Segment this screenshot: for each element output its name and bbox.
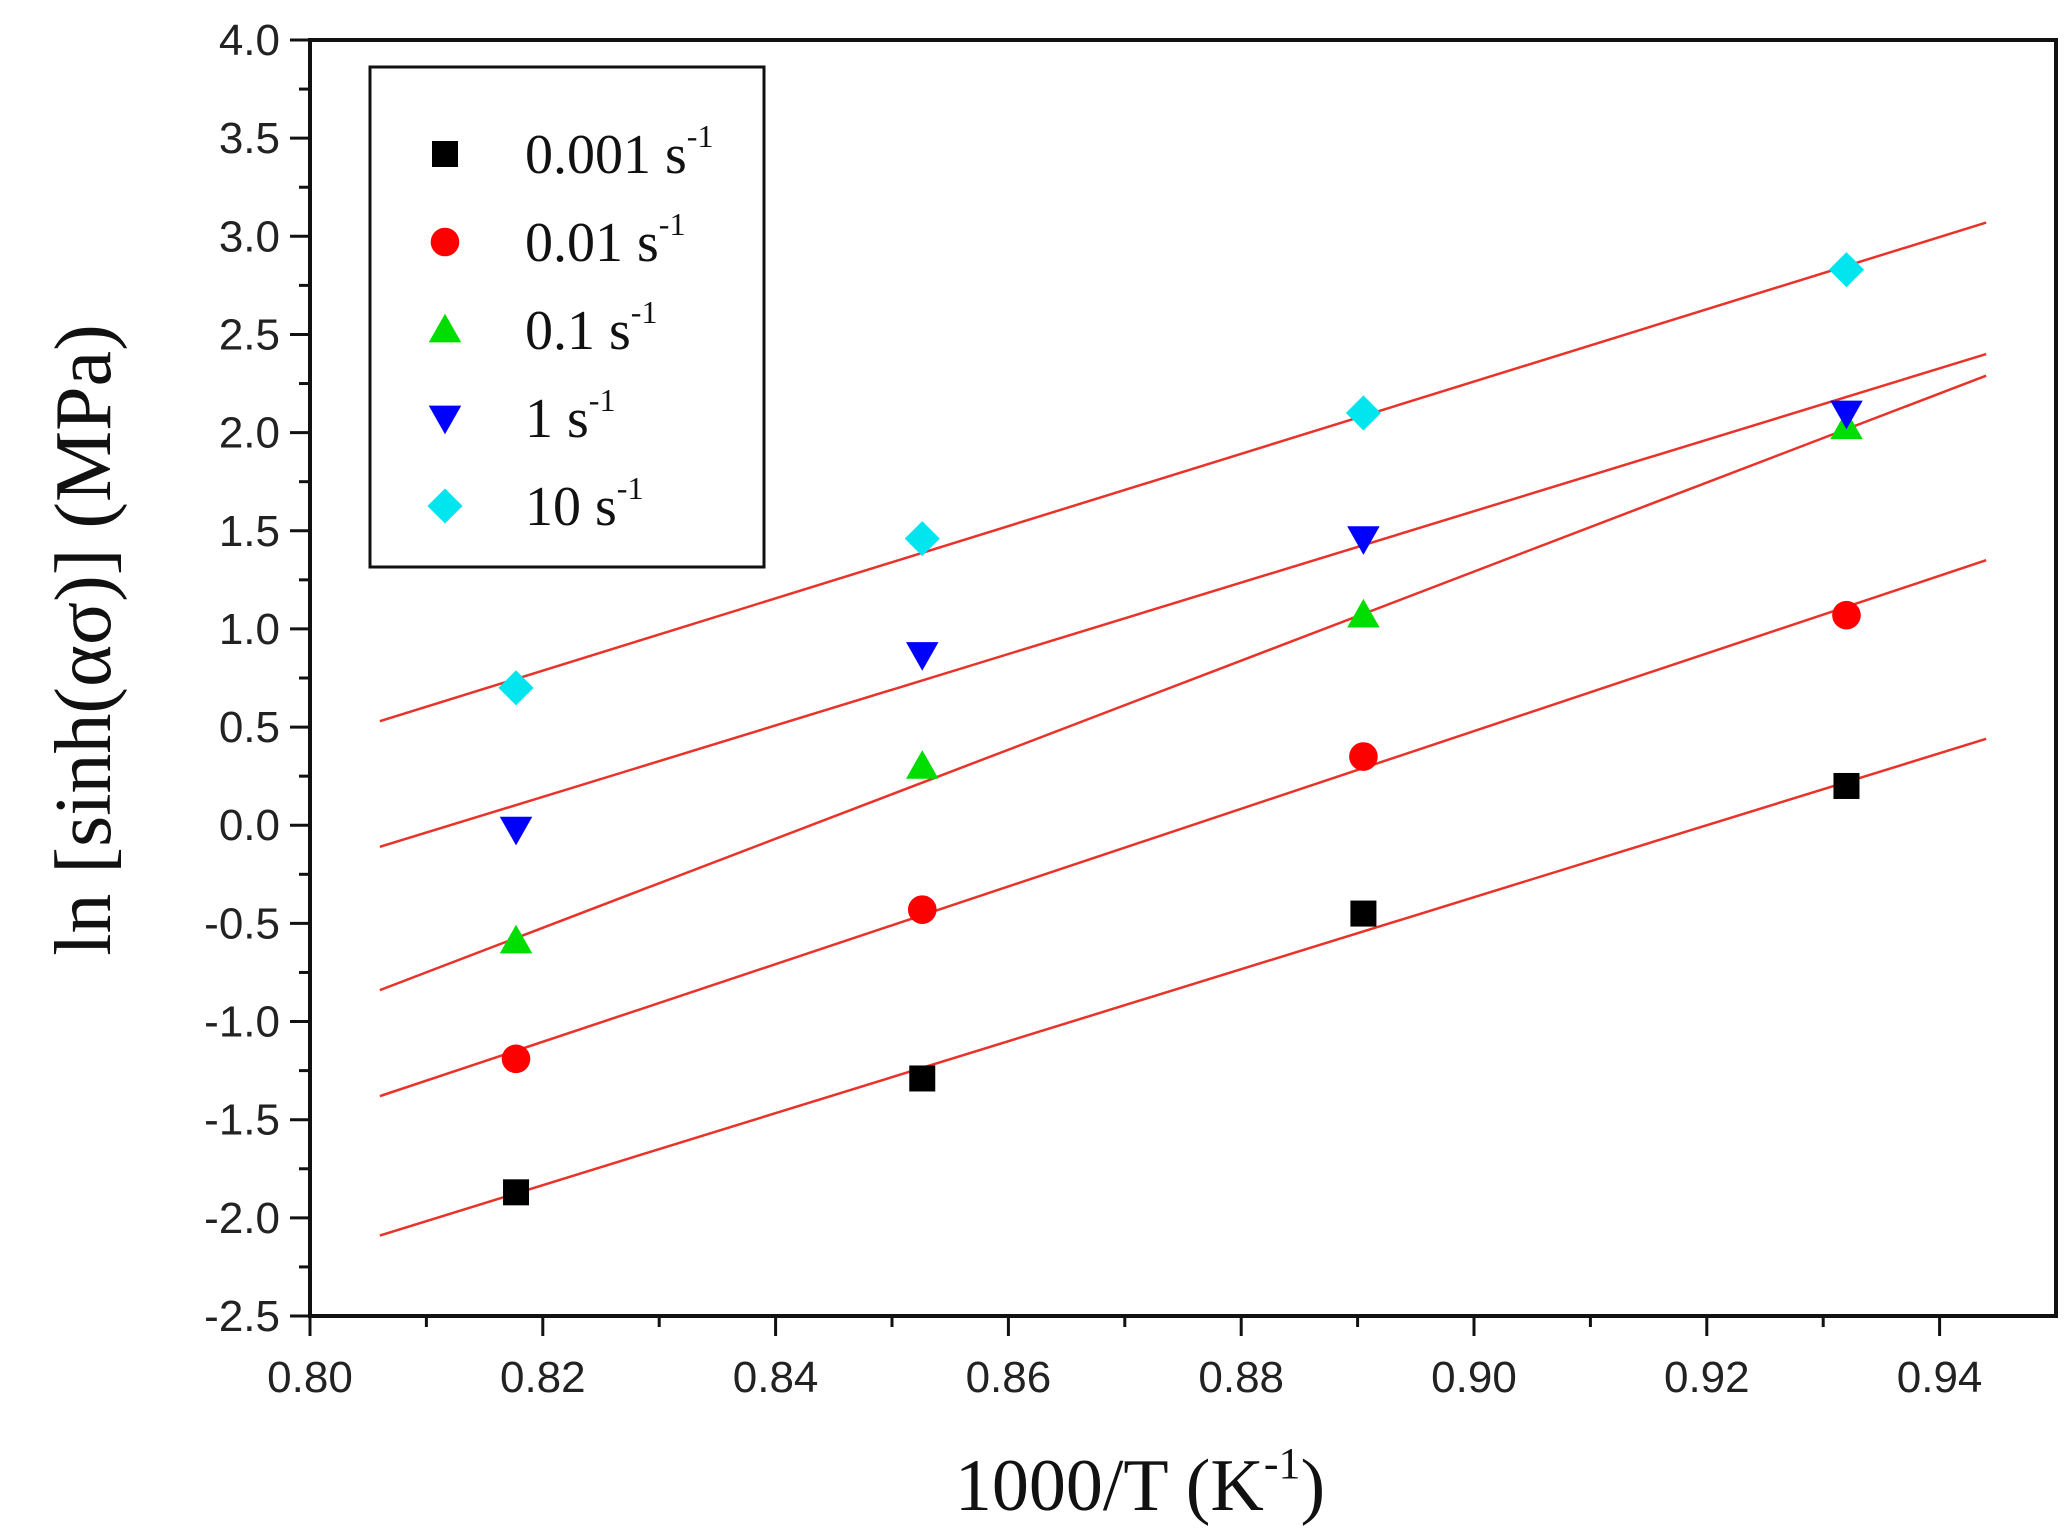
- legend-label: 0.1 s-1: [525, 294, 657, 362]
- legend-marker: [428, 405, 462, 435]
- fit-line: [379, 374, 1987, 992]
- legend-marker: [430, 227, 460, 257]
- legend-label-text: 0.001 s: [525, 124, 687, 186]
- y-tick-label: -1.0: [204, 998, 280, 1047]
- data-point: [1347, 598, 1380, 628]
- x-tick-label: 0.80: [267, 1353, 353, 1402]
- y-tick-label: 3.0: [219, 212, 280, 261]
- data-point: [499, 924, 533, 954]
- fit-line: [379, 221, 1987, 723]
- legend-label: 1 s-1: [525, 382, 615, 450]
- y-tick-label: 2.5: [219, 310, 280, 359]
- legend-marker: [428, 313, 462, 343]
- y-tick-label: 4.0: [219, 16, 280, 65]
- x-tick-label: 0.92: [1664, 1353, 1750, 1402]
- y-tick-label: 1.0: [219, 605, 280, 654]
- y-tick-label: -0.5: [204, 899, 280, 948]
- x-axis: 0.80 0.82 0.84 0.86 0.88 0.90 0.92 0.94: [267, 1316, 1982, 1402]
- legend-label: 10 s-1: [525, 470, 643, 538]
- x-axis-title: 1000/T (K-1): [955, 1439, 1325, 1527]
- x-tick-label: 0.86: [966, 1353, 1052, 1402]
- fit-line: [379, 352, 1987, 849]
- legend-items: 0.001 s-10.01 s-10.1 s-11 s-110 s-1: [427, 118, 713, 538]
- fit-line: [379, 559, 1987, 1098]
- legend-marker: [427, 488, 463, 524]
- data-point: [909, 1065, 936, 1092]
- data-point: [501, 1044, 531, 1074]
- legend-label-sup: -1: [589, 382, 616, 418]
- legend-label-sup: -1: [631, 294, 658, 330]
- data-point: [1828, 252, 1865, 288]
- fit-line: [379, 737, 1987, 1237]
- data-point: [1347, 526, 1380, 555]
- x-axis-title-close: ): [1301, 1445, 1326, 1527]
- fit-lines: [379, 221, 1987, 1237]
- y-tick-label: 0.5: [219, 703, 280, 752]
- data-point: [907, 895, 937, 924]
- data-point: [1345, 395, 1381, 431]
- x-tick-label: 0.88: [1198, 1353, 1284, 1402]
- data-point: [1830, 400, 1863, 430]
- legend-label-sup: -1: [687, 118, 714, 154]
- y-tick-label: -2.0: [204, 1194, 280, 1243]
- x-axis-title-main: 1000/T (K: [955, 1445, 1264, 1527]
- y-axis-title: ln [sinh(ασ)] (MPa): [40, 324, 128, 956]
- legend-label: 0.001 s-1: [525, 118, 713, 186]
- legend: 0.001 s-10.01 s-10.1 s-11 s-110 s-1: [368, 65, 766, 569]
- legend-label: 0.01 s-1: [525, 206, 685, 274]
- y-tick-label: 1.5: [219, 507, 280, 556]
- legend-label-text: 0.01 s: [525, 212, 659, 274]
- legend-marker: [432, 141, 458, 167]
- legend-label-sup: -1: [617, 470, 644, 506]
- data-point: [1833, 772, 1860, 799]
- x-tick-label: 0.90: [1431, 1353, 1517, 1402]
- data-point: [1350, 900, 1377, 927]
- data-point: [1832, 600, 1861, 630]
- legend-label-sup: -1: [659, 206, 686, 242]
- x-tick-label: 0.94: [1897, 1353, 1983, 1402]
- data-point: [906, 642, 939, 671]
- x-axis-title-sup: -1: [1264, 1439, 1301, 1488]
- y-tick-label: 2.0: [219, 409, 280, 458]
- y-tick-label: -2.5: [204, 1292, 280, 1341]
- data-points: [498, 252, 1865, 1206]
- y-tick-label: -1.5: [204, 1096, 280, 1145]
- y-axis: -2.5 -2.0 -1.5 -1.0 -0.5 0.0 0.5 1.0 1.5 2.0 2.5 3.…: [204, 16, 310, 1341]
- x-tick-label: 0.82: [500, 1353, 586, 1402]
- data-point: [904, 521, 940, 557]
- data-point: [1349, 742, 1378, 771]
- legend-label-text: 1 s: [525, 388, 589, 450]
- data-point: [503, 1179, 530, 1206]
- data-point: [498, 670, 534, 706]
- y-tick-label: 0.0: [219, 801, 280, 850]
- x-tick-label: 0.84: [733, 1353, 819, 1402]
- legend-label-text: 10 s: [525, 476, 617, 538]
- data-point: [906, 750, 939, 779]
- data-point: [499, 816, 533, 846]
- y-tick-label: 3.5: [219, 114, 280, 163]
- legend-label-text: 0.1 s: [525, 300, 631, 362]
